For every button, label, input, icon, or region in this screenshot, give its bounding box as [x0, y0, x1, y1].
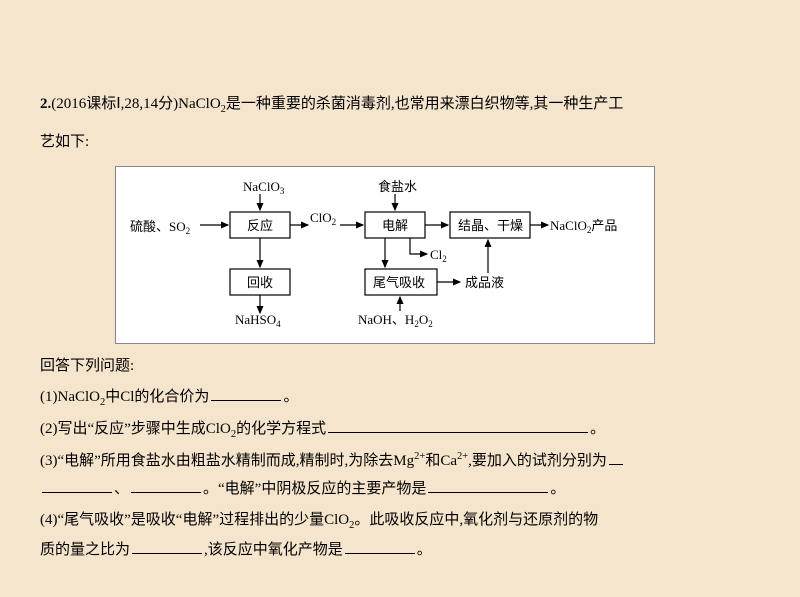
- question-3: (3)“电解”所用食盐水由粗盐水精制而成,精制时,为除去Mg2+和Ca2+,要加…: [40, 447, 760, 504]
- q3-text-d: 、: [114, 481, 129, 497]
- q4-text-c: 质的量之比为: [40, 542, 130, 558]
- label-h2so4-so2: 硫酸、SO2: [130, 219, 190, 236]
- q3-text-c: ,要加入的试剂分别为: [468, 453, 607, 469]
- q3-sup2: 2+: [457, 451, 468, 462]
- label-cl2: Cl2: [430, 247, 447, 264]
- node-recycle-label: 回收: [247, 275, 273, 290]
- q3-text-f: 。: [550, 481, 565, 497]
- lead-text-b: 是一种重要的杀菌消毒剂,也常用来漂白织物等,其一种生产工: [226, 96, 624, 112]
- q4-text-d: ,该反应中氧化产物是: [204, 542, 343, 558]
- q3-text-e: 。“电解”中阴极反应的主要产物是: [203, 481, 426, 497]
- label-naclo3: NaClO3: [243, 179, 285, 196]
- question-2: (2)写出“反应”步骤中生成ClO2的化学方程式。: [40, 415, 760, 445]
- node-tailgas-label: 尾气吸收: [373, 275, 425, 290]
- blank: [132, 537, 202, 554]
- flowchart-container: NaClO3 食盐水 硫酸、SO2 反应 电解 结晶、干燥 回收 尾气吸收 成品…: [115, 166, 760, 344]
- label-nahso4: NaHSO4: [235, 312, 281, 329]
- label-product: NaClO2产品: [550, 218, 617, 235]
- question-1: (1)NaClO2中Cl的化合价为。: [40, 383, 760, 413]
- lead-text-c: 艺如下:: [40, 128, 760, 157]
- blank: [131, 477, 201, 494]
- label-naoh-h2o2: NaOH、H2O2: [358, 312, 433, 329]
- lead-text-a: NaClO: [178, 96, 221, 112]
- q2-text-c: 。: [590, 421, 605, 437]
- q4-text-a: (4)“尾气吸收”是吸收“电解”过程排出的少量ClO: [40, 512, 349, 528]
- q1-text-a: (1)NaClO: [40, 389, 100, 405]
- q3-text-a: (3)“电解”所用食盐水由粗盐水精制而成,精制时,为除去Mg: [40, 453, 414, 469]
- node-crystallize-label: 结晶、干燥: [458, 218, 523, 233]
- blank: [211, 384, 281, 401]
- question-number: 2.: [40, 96, 51, 112]
- q1-text-c: 。: [283, 389, 298, 405]
- flowchart-svg: NaClO3 食盐水 硫酸、SO2 反应 电解 结晶、干燥 回收 尾气吸收 成品…: [130, 179, 640, 329]
- question-header: 2.(2016课标Ⅰ,28,14分)NaClO2是一种重要的杀菌消毒剂,也常用来…: [40, 90, 760, 120]
- q4-text-b: 。此吸收反应中,氧化剂与还原剂的物: [354, 512, 598, 528]
- q2-text-b: 的化学方程式: [236, 421, 326, 437]
- blank: [345, 537, 415, 554]
- q3-text-b: 和Ca: [425, 453, 457, 469]
- blank: [609, 448, 623, 465]
- node-reaction-label: 反应: [247, 218, 273, 233]
- q4-text-e: 。: [417, 542, 432, 558]
- q3-sup1: 2+: [414, 451, 425, 462]
- blank: [428, 477, 548, 494]
- blank: [42, 477, 112, 494]
- blank: [328, 416, 588, 433]
- label-clo2: ClO2: [310, 210, 336, 227]
- questions-prompt: 回答下列问题:: [40, 352, 760, 381]
- flowchart-diagram: NaClO3 食盐水 硫酸、SO2 反应 电解 结晶、干燥 回收 尾气吸收 成品…: [115, 166, 655, 344]
- node-product-liquid: 成品液: [465, 275, 504, 290]
- q1-text-b: 中Cl的化合价为: [105, 389, 209, 405]
- question-source: (2016课标Ⅰ,28,14分): [51, 96, 178, 112]
- label-brine: 食盐水: [378, 179, 417, 194]
- arrow: [410, 238, 427, 254]
- questions-block: 回答下列问题: (1)NaClO2中Cl的化合价为。 (2)写出“反应”步骤中生…: [40, 352, 760, 564]
- question-4: (4)“尾气吸收”是吸收“电解”过程排出的少量ClO2。此吸收反应中,氧化剂与还…: [40, 506, 760, 564]
- node-electrolysis-label: 电解: [382, 218, 408, 233]
- q2-text-a: (2)写出“反应”步骤中生成ClO: [40, 421, 231, 437]
